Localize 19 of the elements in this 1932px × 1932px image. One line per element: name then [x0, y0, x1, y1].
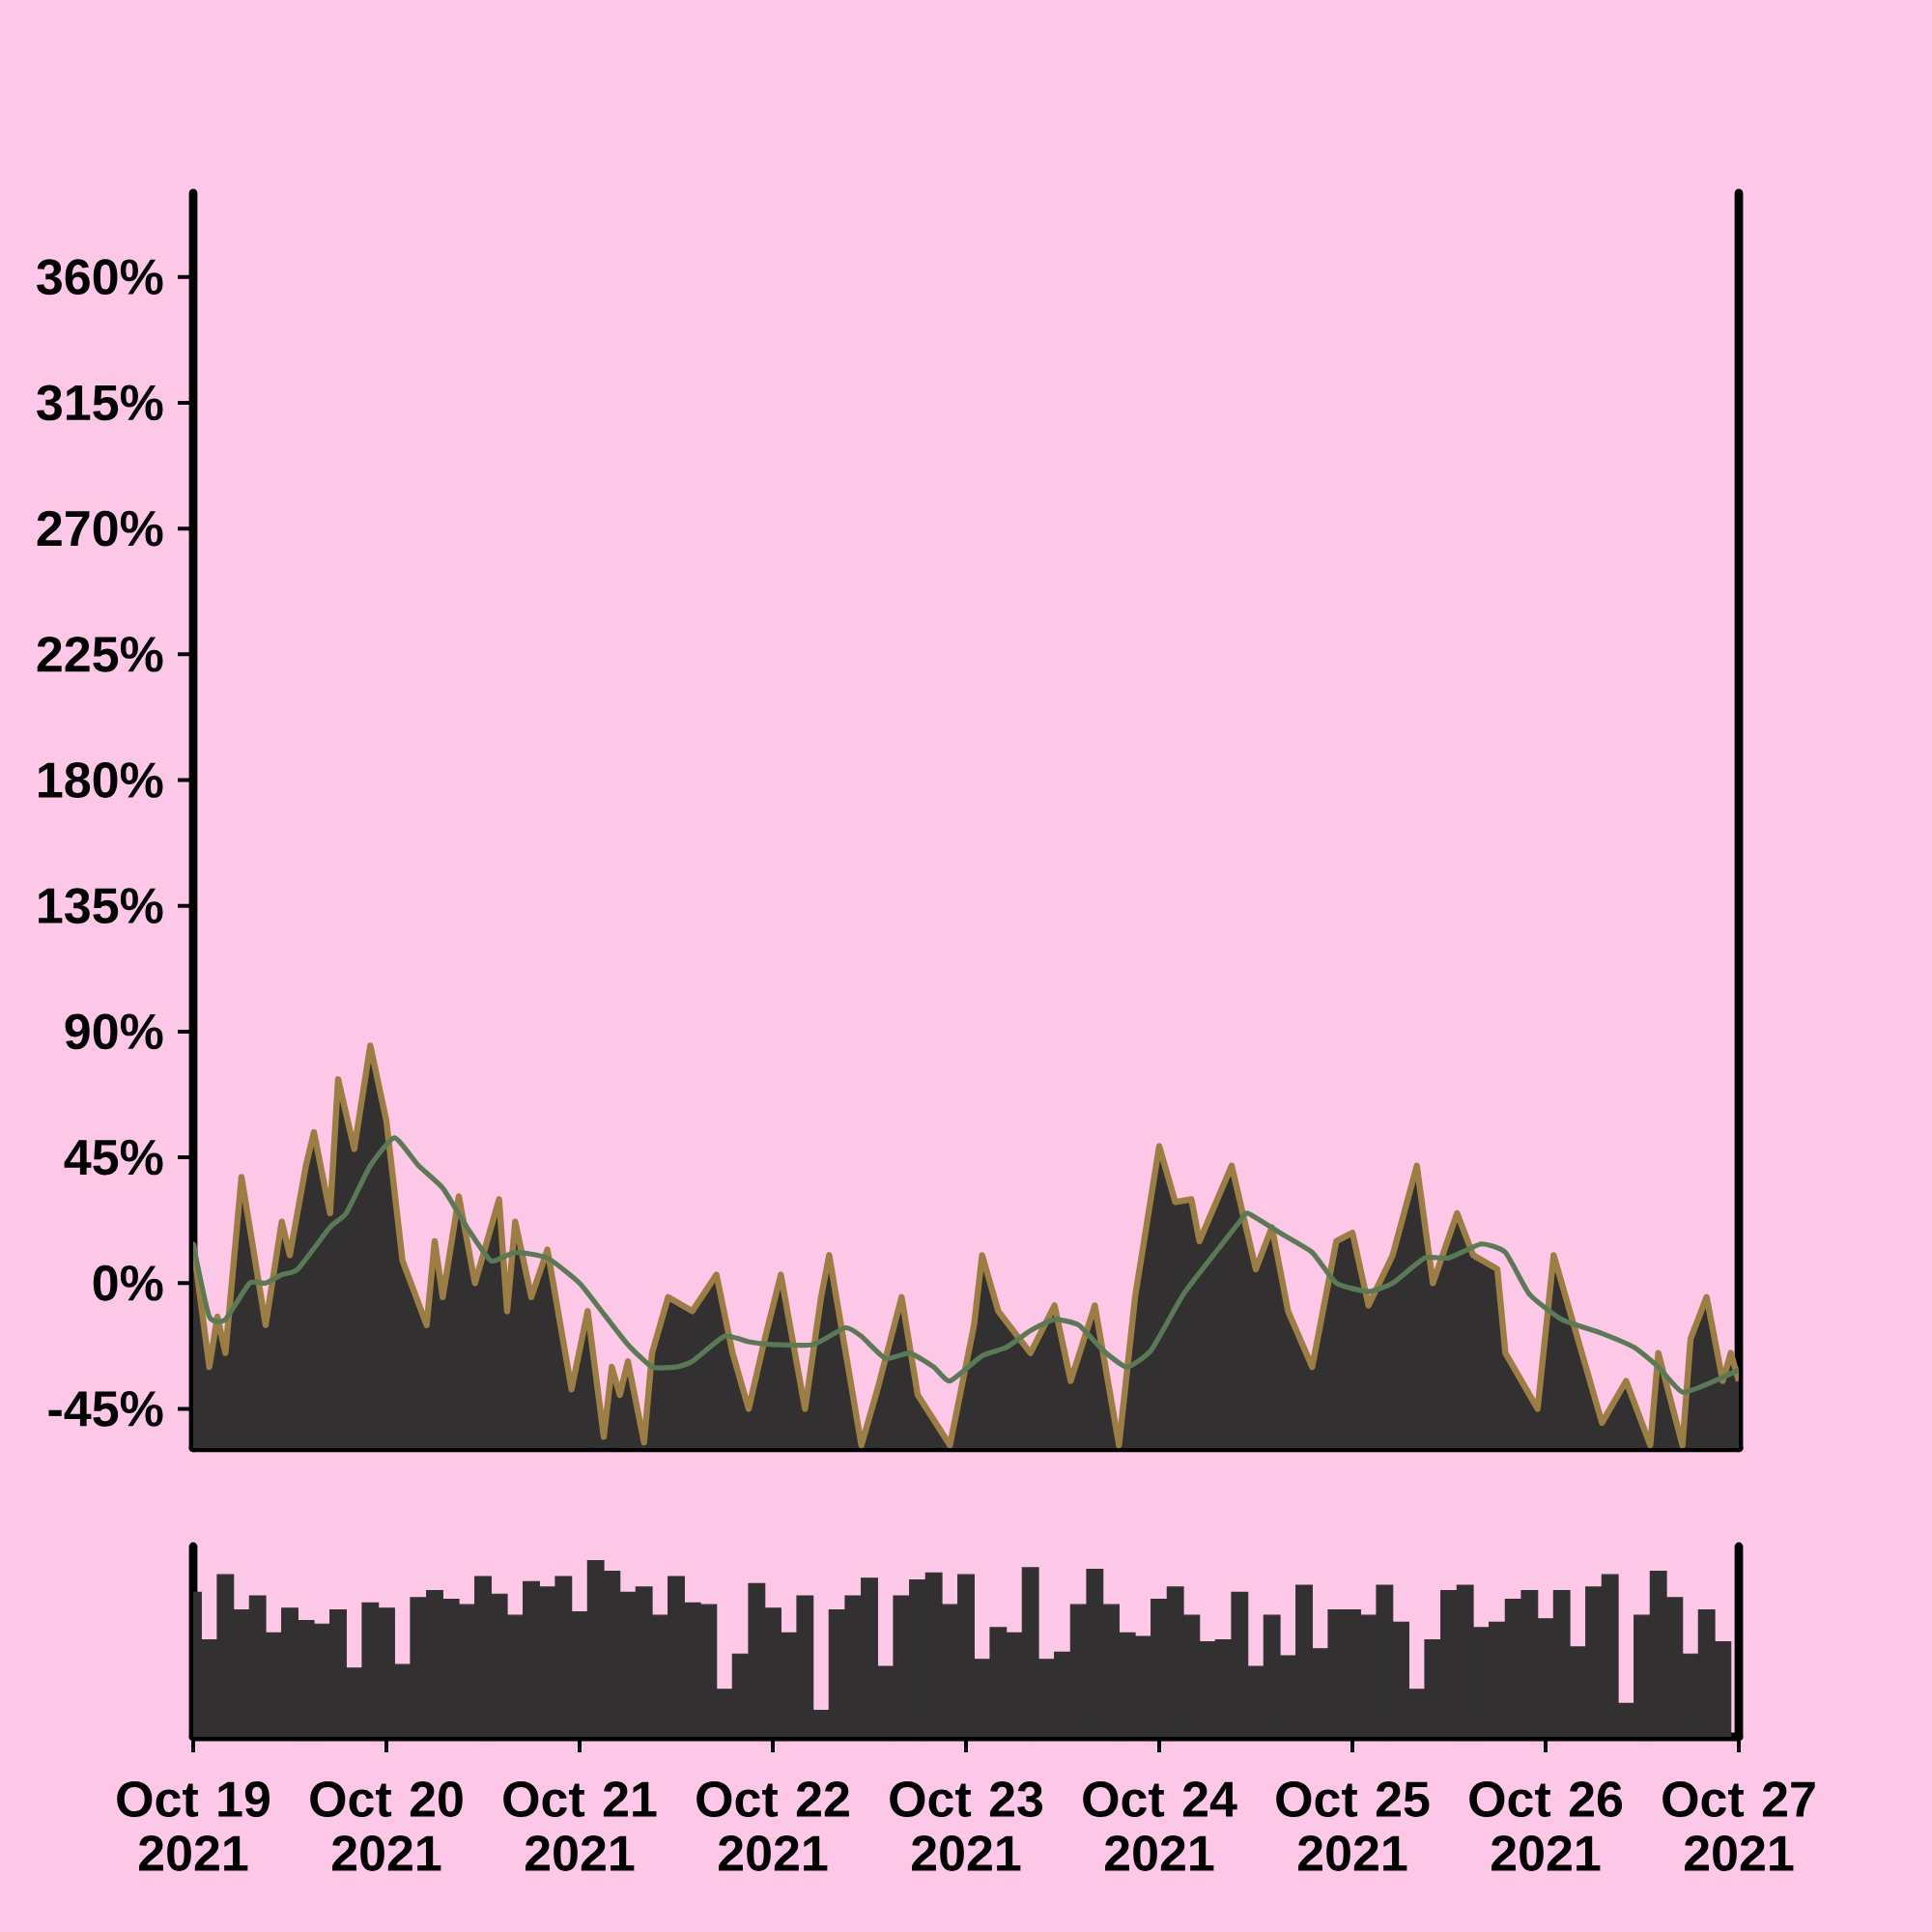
y-tick-label: 90% — [65, 1013, 163, 1050]
x-tick-label: Oct 25 2021 — [1276, 1781, 1430, 1871]
y-tick-label: 135% — [39, 888, 163, 924]
x-tick-label: Oct 26 2021 — [1469, 1781, 1623, 1871]
x-tick-label: Oct 22 2021 — [696, 1781, 849, 1871]
x-tick-label: Oct 27 2021 — [1662, 1781, 1815, 1871]
x-tick-label: Oct 20 2021 — [310, 1781, 463, 1871]
x-tick-label: Oct 21 2021 — [503, 1781, 657, 1871]
y-tick-label: 360% — [37, 259, 163, 296]
y-tick-label: 270% — [37, 510, 163, 547]
x-tick-label: Oct 23 2021 — [890, 1781, 1043, 1871]
y-tick-label: 0% — [93, 1264, 163, 1301]
x-tick-label: Oct 24 2021 — [1083, 1781, 1237, 1871]
y-tick-label: 225% — [37, 636, 163, 672]
x-tick-label: Oct 19 2021 — [117, 1781, 270, 1871]
y-tick-label: 315% — [37, 384, 163, 421]
y-tick-label: 180% — [39, 762, 163, 798]
y-tick-label: 45% — [64, 1139, 163, 1176]
y-tick-label: -45% — [48, 1391, 163, 1427]
